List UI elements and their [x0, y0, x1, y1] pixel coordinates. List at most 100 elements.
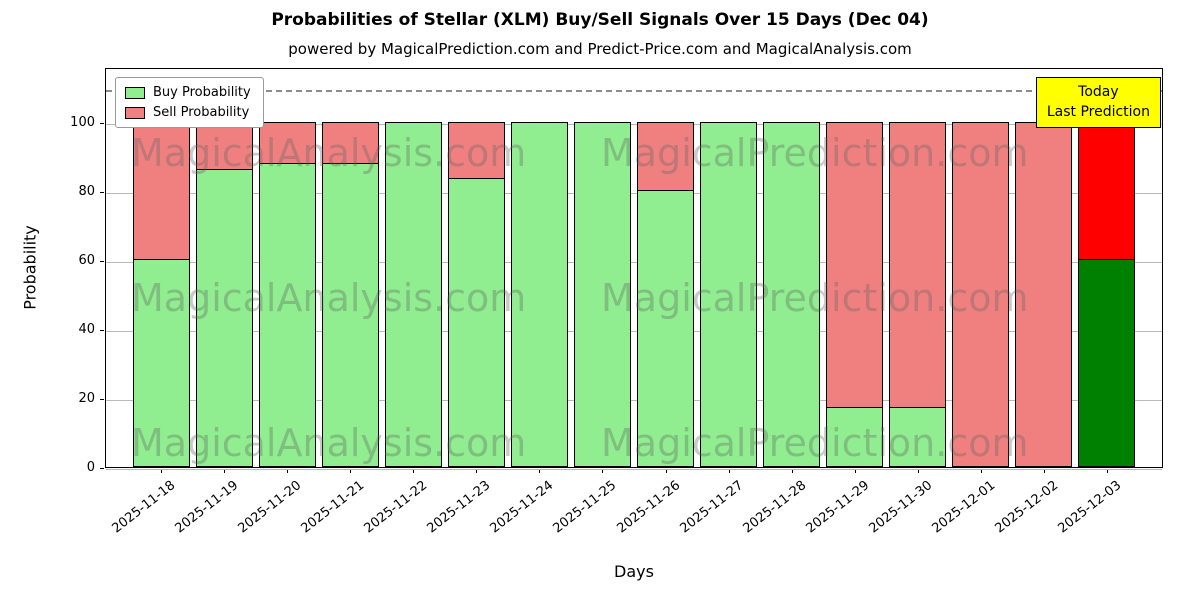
buy-segment [195, 170, 254, 467]
y-tick-label-0: 0 [86, 460, 95, 475]
bar-slot-2025-12-01 [949, 69, 1012, 467]
legend-patch [125, 106, 145, 119]
buy-segment [699, 122, 758, 467]
gridline-60 [106, 262, 1162, 264]
bar-slot-2025-11-21 [319, 69, 382, 467]
bar-group [321, 122, 380, 467]
x-tick-label-2025-11-25: 2025-11-25 [550, 478, 620, 537]
bar-slot-2025-11-28 [760, 69, 823, 467]
bar-group [573, 122, 632, 467]
bar-group [636, 122, 695, 467]
y-tick-mark [100, 399, 104, 401]
bar-slot-2025-11-19 [193, 69, 256, 467]
buy-segment [888, 408, 947, 467]
legend-item-0: Buy Probability [125, 85, 251, 100]
bar-slot-2025-11-27 [697, 69, 760, 467]
x-tick-label-2025-11-23: 2025-11-23 [424, 478, 494, 537]
bar-group [447, 122, 506, 467]
bar-group [195, 122, 254, 467]
x-tick-label-2025-12-02: 2025-12-02 [992, 478, 1062, 537]
bar-slot-2025-11-20 [256, 69, 319, 467]
sell-segment [1077, 122, 1136, 261]
sell-segment [447, 122, 506, 180]
legend-label: Sell Probability [153, 105, 250, 120]
x-tick-mark [223, 469, 225, 473]
x-tick-label-2025-11-30: 2025-11-30 [866, 478, 936, 537]
buy-segment [447, 179, 506, 467]
bar-slot-2025-12-03 [1075, 69, 1138, 467]
sell-segment [1014, 122, 1073, 467]
bar-group [1077, 122, 1136, 467]
legend: Buy Probability Sell Probability [115, 77, 264, 128]
legend-item-1: Sell Probability [125, 105, 251, 120]
buy-segment [1077, 260, 1136, 467]
legend-label: Buy Probability [153, 85, 251, 100]
buy-segment [573, 122, 632, 467]
x-tick-mark [1044, 469, 1046, 473]
buy-segment [762, 122, 821, 467]
gridline-20 [106, 400, 1162, 402]
bar-group [1014, 122, 1073, 467]
y-tick-mark [100, 123, 104, 125]
sell-segment [195, 122, 254, 171]
bar-slot-2025-11-23 [445, 69, 508, 467]
x-tick-mark [854, 469, 856, 473]
bar-group [510, 122, 569, 467]
sell-segment [825, 122, 884, 409]
x-tick-mark [476, 469, 478, 473]
x-tick-mark [349, 469, 351, 473]
sell-segment [258, 122, 317, 164]
bar-group [384, 122, 443, 467]
x-tick-mark [665, 469, 667, 473]
x-tick-label-2025-11-20: 2025-11-20 [235, 478, 305, 537]
bar-group [258, 122, 317, 467]
x-tick-label-2025-11-24: 2025-11-24 [487, 478, 557, 537]
sell-segment [132, 122, 191, 261]
y-tick-label-40: 40 [78, 322, 95, 338]
gridline-80 [106, 193, 1162, 195]
bar-group [132, 122, 191, 467]
buy-segment [258, 163, 317, 467]
y-tick-mark [100, 261, 104, 263]
bar-slot-2025-11-22 [382, 69, 445, 467]
y-tick-label-20: 20 [78, 391, 95, 407]
x-tick-mark [539, 469, 541, 473]
buy-segment [384, 122, 443, 467]
bar-slot-2025-11-25 [571, 69, 634, 467]
buy-segment [321, 163, 380, 467]
y-tick-mark [100, 192, 104, 194]
bar-slot-2025-11-29 [823, 69, 886, 467]
sell-segment [888, 122, 947, 409]
gridline-100 [106, 124, 1162, 126]
x-axis-label: Days [614, 562, 654, 581]
y-tick-label-100: 100 [70, 115, 95, 131]
x-tick-mark [413, 469, 415, 473]
bar-slot-2025-11-18 [130, 69, 193, 467]
x-tick-mark [160, 469, 162, 473]
today-annotation: Today Last Prediction [1035, 77, 1161, 128]
x-tick-label-2025-11-22: 2025-11-22 [361, 478, 431, 537]
buy-segment [825, 408, 884, 467]
buy-segment [636, 191, 695, 467]
x-tick-mark [981, 469, 983, 473]
x-tick-mark [918, 469, 920, 473]
x-tick-label-2025-11-26: 2025-11-26 [614, 478, 683, 537]
threshold-dashed-line [106, 89, 1162, 92]
y-tick-mark [100, 330, 104, 332]
sell-segment [321, 122, 380, 164]
buy-segment [132, 260, 191, 467]
y-tick-mark [100, 468, 104, 469]
x-tick-mark [1107, 469, 1109, 473]
x-tick-label-2025-11-28: 2025-11-28 [740, 478, 810, 537]
chart-title: Probabilities of Stellar (XLM) Buy/Sell … [271, 10, 929, 30]
bar-slot-2025-11-26 [634, 69, 697, 467]
bars-layer [106, 69, 1162, 467]
today-annotation-line1: Today [1078, 84, 1119, 100]
x-tick-mark [602, 469, 604, 473]
bar-group [951, 122, 1010, 467]
x-tick-mark [791, 469, 793, 473]
bar-slot-2025-11-24 [508, 69, 571, 467]
today-annotation-line2: Last Prediction [1046, 104, 1150, 121]
x-tick-label-2025-12-03: 2025-12-03 [1055, 478, 1125, 537]
bar-group [825, 122, 884, 467]
